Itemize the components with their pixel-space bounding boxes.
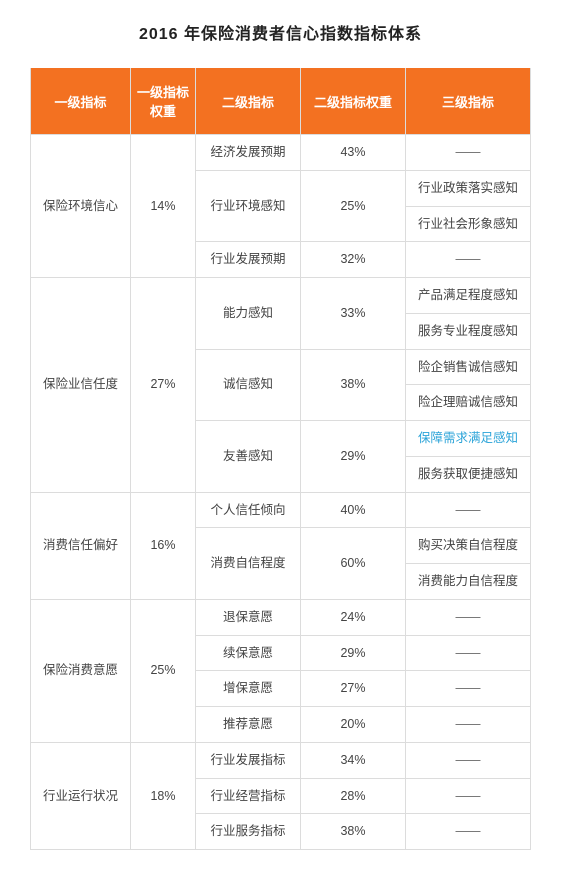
l1-weight: 18% <box>131 742 196 849</box>
table-row: 保险业信任度27%能力感知33%产品满足程度感知 <box>31 278 531 314</box>
l2-label: 续保意愿 <box>196 635 301 671</box>
l3-label: —— <box>406 492 531 528</box>
l1-weight: 25% <box>131 599 196 742</box>
table-row: 保险环境信心14%经济发展预期43%—— <box>31 135 531 171</box>
l2-label: 行业发展预期 <box>196 242 301 278</box>
l2-weight: 28% <box>301 778 406 814</box>
l1-label: 保险环境信心 <box>31 135 131 278</box>
l2-label: 经济发展预期 <box>196 135 301 171</box>
l3-label: —— <box>406 814 531 850</box>
l2-weight: 25% <box>301 170 406 242</box>
l1-weight: 14% <box>131 135 196 278</box>
l2-label: 友善感知 <box>196 421 301 493</box>
l2-label: 退保意愿 <box>196 599 301 635</box>
col-header-l3: 三级指标 <box>406 68 531 135</box>
l2-weight: 29% <box>301 635 406 671</box>
l3-label: —— <box>406 671 531 707</box>
l2-weight: 40% <box>301 492 406 528</box>
l2-label: 行业服务指标 <box>196 814 301 850</box>
l2-label: 行业发展指标 <box>196 742 301 778</box>
col-header-l2-weight: 二级指标权重 <box>301 68 406 135</box>
l3-label: 险企销售诚信感知 <box>406 349 531 385</box>
l1-weight: 27% <box>131 278 196 493</box>
page-title: 2016 年保险消费者信心指数指标体系 <box>30 20 531 44</box>
table-row: 保险消费意愿25%退保意愿24%—— <box>31 599 531 635</box>
l2-label: 行业经营指标 <box>196 778 301 814</box>
l2-weight: 20% <box>301 707 406 743</box>
l2-weight: 38% <box>301 814 406 850</box>
l2-weight: 43% <box>301 135 406 171</box>
l1-weight: 16% <box>131 492 196 599</box>
l3-label: —— <box>406 742 531 778</box>
table-row: 行业运行状况18%行业发展指标34%—— <box>31 742 531 778</box>
l3-label: —— <box>406 778 531 814</box>
l3-label: 行业政策落实感知 <box>406 170 531 206</box>
l2-weight: 60% <box>301 528 406 600</box>
l3-label: 保障需求满足感知 <box>406 421 531 457</box>
l2-label: 个人信任倾向 <box>196 492 301 528</box>
col-header-l1: 一级指标 <box>31 68 131 135</box>
l2-label: 推荐意愿 <box>196 707 301 743</box>
l3-label: 消费能力自信程度 <box>406 564 531 600</box>
l2-weight: 24% <box>301 599 406 635</box>
l3-label: 服务获取便捷感知 <box>406 456 531 492</box>
l2-label: 增保意愿 <box>196 671 301 707</box>
l3-label: —— <box>406 599 531 635</box>
l2-label: 行业环境感知 <box>196 170 301 242</box>
l2-weight: 32% <box>301 242 406 278</box>
table-header-row: 一级指标 一级指标权重 二级指标 二级指标权重 三级指标 <box>31 68 531 135</box>
table-body: 保险环境信心14%经济发展预期43%——行业环境感知25%行业政策落实感知行业社… <box>31 135 531 850</box>
indicator-table: 一级指标 一级指标权重 二级指标 二级指标权重 三级指标 保险环境信心14%经济… <box>30 68 531 850</box>
l1-label: 行业运行状况 <box>31 742 131 849</box>
l1-label: 消费信任偏好 <box>31 492 131 599</box>
l2-label: 诚信感知 <box>196 349 301 421</box>
l2-weight: 33% <box>301 278 406 350</box>
l2-label: 消费自信程度 <box>196 528 301 600</box>
l2-weight: 29% <box>301 421 406 493</box>
l3-label: —— <box>406 242 531 278</box>
l3-label: 服务专业程度感知 <box>406 313 531 349</box>
l1-label: 保险消费意愿 <box>31 599 131 742</box>
l3-label: —— <box>406 135 531 171</box>
col-header-l1-weight: 一级指标权重 <box>131 68 196 135</box>
l2-label: 能力感知 <box>196 278 301 350</box>
l3-label: —— <box>406 707 531 743</box>
l3-label: 行业社会形象感知 <box>406 206 531 242</box>
l3-label: 购买决策自信程度 <box>406 528 531 564</box>
l2-weight: 27% <box>301 671 406 707</box>
l2-weight: 34% <box>301 742 406 778</box>
l3-label: 产品满足程度感知 <box>406 278 531 314</box>
l3-label: 险企理赔诚信感知 <box>406 385 531 421</box>
l2-weight: 38% <box>301 349 406 421</box>
l1-label: 保险业信任度 <box>31 278 131 493</box>
l3-label: —— <box>406 635 531 671</box>
table-row: 消费信任偏好16%个人信任倾向40%—— <box>31 492 531 528</box>
col-header-l2: 二级指标 <box>196 68 301 135</box>
